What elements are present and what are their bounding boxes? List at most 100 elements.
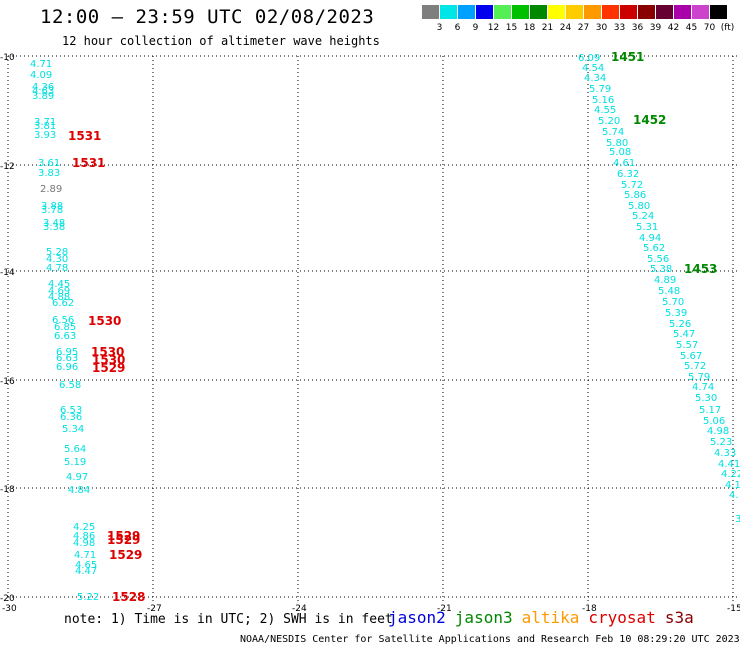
wave-height-value: 3.48: [43, 218, 65, 229]
wave-height-value: 3.89: [32, 91, 54, 102]
pass-time-label: 1531: [68, 129, 101, 143]
latitude-tick-label: -10: [0, 53, 15, 63]
latitude-tick-label: -16: [0, 377, 15, 387]
color-swatch: [692, 5, 709, 19]
pass-time-label: 1452: [633, 113, 666, 127]
wave-height-value: 5.86: [624, 190, 646, 201]
color-scale-label: 9: [472, 23, 479, 33]
wave-height-value: 4.61: [613, 158, 635, 169]
wave-height-value: 6.56: [52, 315, 74, 326]
latitude-tick-label: -12: [0, 162, 15, 172]
pass-time-label: 1529: [107, 533, 140, 547]
satellite-legend: jason2 jason3 altika cryosat s3a: [388, 608, 703, 627]
longitude-tick-label: -27: [147, 604, 162, 614]
wave-height-value: 4.54: [582, 63, 604, 74]
latitude-tick-label: -14: [0, 268, 15, 278]
color-scale-label: 18: [523, 23, 536, 33]
pass-time-label: 1529: [107, 529, 140, 543]
wave-height-value: 5.72: [684, 361, 706, 372]
wave-height-value: 5.16: [592, 95, 614, 106]
longitude-tick-label: -18: [582, 604, 597, 614]
wave-height-value: 4.97: [66, 472, 88, 483]
wave-height-value: 4.1: [725, 480, 740, 491]
legend-entry-jason3: jason3: [454, 608, 513, 627]
legend-entry-jason2: jason2: [388, 608, 446, 627]
wave-height-value: 4.25: [73, 522, 95, 533]
wave-height-value: 5.56: [647, 254, 669, 265]
longitude-tick-label: -15: [727, 604, 740, 614]
map-grid: [7, 55, 740, 604]
wave-height-value: 5.24: [632, 211, 654, 222]
color-swatch: [530, 5, 547, 19]
wave-height-value: 3.83: [38, 168, 60, 179]
wave-height-value: 4.30: [46, 254, 68, 265]
color-swatch: [440, 5, 457, 19]
wave-height-value: 5.34: [62, 424, 84, 435]
wave-height-value: 5.31: [636, 222, 658, 233]
credit-footer: NOAA/NESDIS Center for Satellite Applica…: [240, 634, 740, 645]
color-scale-label: 15: [505, 23, 518, 33]
color-scale-label: 6: [454, 23, 461, 33]
wave-height-value: 6.32: [617, 169, 639, 180]
longitude-tick-label: -21: [437, 604, 452, 614]
color-scale-label: 27: [577, 23, 590, 33]
latitude-tick-label: -18: [0, 485, 15, 495]
wave-height-value: 6.95: [56, 347, 78, 358]
color-swatch: [566, 5, 583, 19]
color-scale-label: 42: [667, 23, 680, 33]
wave-height-value: 4.09: [30, 70, 52, 81]
wave-height-value: 3.78: [41, 205, 63, 216]
pass-time-label: 1529: [92, 361, 125, 375]
wave-height-value: 3: [735, 514, 740, 525]
wave-height-value: 5.08: [609, 147, 631, 158]
wave-height-value: 5.06: [703, 416, 725, 427]
wave-height-value: 4.41: [718, 459, 740, 470]
pass-time-labels: 1531153115301530153015291529152915291528…: [68, 50, 717, 604]
color-swatch: [548, 5, 565, 19]
wave-height-value: 4.89: [654, 275, 676, 286]
legend-entry-cryosat: cryosat: [588, 608, 656, 627]
wave-height-value: 4.71: [30, 59, 52, 70]
wave-height-value: 2.89: [40, 184, 62, 195]
wave-height-value: 5.26: [669, 319, 691, 330]
wave-height-value: 6.58: [59, 380, 81, 391]
longitude-tick-label: -24: [292, 604, 307, 614]
pass-time-label: 1453: [684, 262, 717, 276]
wave-height-value: 5.80: [606, 138, 628, 149]
wave-height-value: 4.63: [32, 86, 54, 97]
wave-height-value: 5.38: [650, 264, 672, 275]
units-note: note: 1) Time is in UTC; 2) SWH is in fe…: [64, 612, 393, 627]
wave-height-value: 5.80: [628, 201, 650, 212]
wave-height-value: 6.63: [54, 331, 76, 342]
wave-height-value: 5.79: [688, 372, 710, 383]
wave-height-value: 6.96: [56, 362, 78, 373]
color-swatch: [476, 5, 493, 19]
wave-height-value: 3.38: [43, 222, 65, 233]
wave-height-value: 5.72: [621, 180, 643, 191]
color-swatch: [494, 5, 511, 19]
wave-height-value: 6.62: [52, 298, 74, 309]
wave-height-value: 3.61: [38, 158, 60, 169]
wave-height-value: 3.93: [34, 130, 56, 141]
color-scale-label: 21: [541, 23, 554, 33]
pass-time-label: 1451: [611, 50, 644, 64]
wave-height-value: 4.65: [75, 560, 97, 571]
pass-time-label: 1528: [112, 590, 145, 604]
chart-title: 12:00 – 23:59 UTC 02/08/2023: [40, 6, 375, 28]
pass-time-label: 1530: [92, 353, 125, 367]
color-scale-label: 12: [487, 23, 500, 33]
wave-height-value: 5.28: [46, 247, 68, 258]
wave-height-value: 5.62: [643, 243, 665, 254]
wave-height-value: 5.48: [658, 286, 680, 297]
wave-height-value: 4.98: [73, 538, 95, 549]
wave-height-value: 4.47: [75, 566, 97, 577]
color-swatch: [620, 5, 637, 19]
wave-height-value: 5.23: [710, 437, 732, 448]
color-scale-label: 24: [559, 23, 572, 33]
wave-height-readings: 4.714.094.364.633.893.713.813.933.613.83…: [30, 53, 740, 603]
wave-height-value: 6.36: [60, 412, 82, 423]
wave-height-value: 5.74: [602, 127, 624, 138]
color-swatch: [584, 5, 601, 19]
color-swatch: [422, 5, 439, 19]
wave-height-value: 5.20: [598, 116, 620, 127]
